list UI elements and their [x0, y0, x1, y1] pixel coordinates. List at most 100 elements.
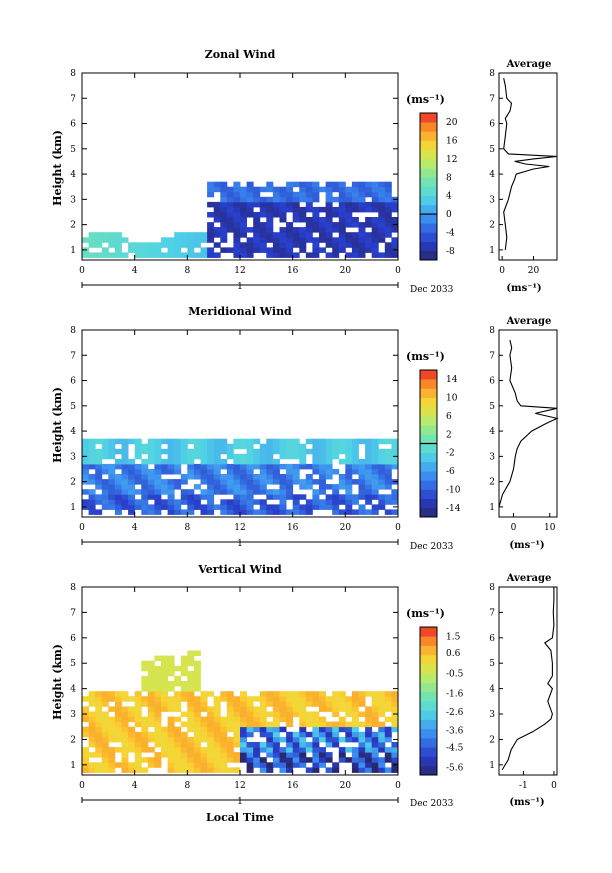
- heatmap-cell: [108, 443, 116, 450]
- heatmap-cell: [134, 711, 142, 717]
- heatmap-cell: [292, 504, 300, 510]
- colorbar-segment: [420, 241, 437, 252]
- y-tick-label: 6: [70, 377, 76, 387]
- heatmap-cell: [272, 247, 280, 253]
- heatmap-cell: [246, 201, 254, 208]
- heatmap-cell: [134, 479, 142, 485]
- heatmap-cell: [279, 212, 287, 218]
- heatmap-cell: [279, 762, 287, 768]
- heatmap-cell: [141, 701, 149, 707]
- heatmap-cell: [266, 443, 274, 450]
- heatmap-cell: [259, 474, 267, 480]
- heatmap-cell: [345, 747, 353, 753]
- heatmap-cell: [147, 716, 155, 723]
- heatmap-cell: [154, 757, 162, 763]
- heatmap-cell: [272, 494, 280, 500]
- heatmap-cell: [220, 438, 228, 445]
- heatmap-cell: [141, 494, 149, 500]
- heatmap-cell: [82, 706, 89, 712]
- y-axis-label: Height (km): [51, 387, 64, 463]
- heatmap-cell: [312, 206, 320, 213]
- heatmap-cell: [180, 453, 188, 460]
- heatmap-cell: [200, 489, 208, 495]
- heatmap-cell: [378, 453, 386, 460]
- heatmap-cell: [193, 711, 201, 717]
- heatmap-cell: [378, 201, 386, 208]
- heatmap-cell: [95, 237, 103, 243]
- x-tick-label: 0: [79, 781, 85, 791]
- heatmap-cell: [141, 696, 149, 702]
- heatmap-cell: [200, 504, 208, 510]
- heatmap-cell: [259, 242, 267, 248]
- heatmap-cell: [332, 448, 340, 455]
- heatmap-cell: [154, 691, 162, 697]
- heatmap-cell: [266, 458, 274, 465]
- heatmap-cell: [391, 201, 399, 208]
- colorbar-segment: [420, 388, 437, 398]
- heatmap-cell: [338, 196, 346, 203]
- heatmap-cell: [246, 499, 254, 505]
- heatmap-cell: [141, 443, 149, 450]
- heatmap-cell: [338, 752, 346, 758]
- colorbar-segment: [420, 471, 437, 481]
- heatmap-cell: [312, 736, 320, 743]
- heatmap-cell: [233, 484, 241, 490]
- heatmap-cell: [246, 696, 254, 702]
- heatmap-cell: [279, 691, 287, 697]
- heatmap-cell: [226, 489, 234, 495]
- heatmap-cell: [279, 509, 287, 515]
- heatmap-cell: [108, 453, 116, 460]
- heatmap-cell: [233, 181, 241, 188]
- heatmap-cell: [279, 752, 287, 758]
- heatmap-cell: [259, 186, 267, 193]
- heatmap-cell: [128, 762, 136, 768]
- heatmap-cell: [180, 237, 188, 243]
- colorbar-tick-label: -2: [446, 449, 455, 459]
- heatmap-cell: [95, 494, 103, 500]
- heatmap-cell: [312, 247, 320, 253]
- heatmap-cell: [299, 504, 307, 510]
- heatmap-cell: [351, 499, 359, 505]
- heatmap-cell: [338, 458, 346, 465]
- heatmap-cell: [226, 716, 234, 723]
- average-y-tick-label: 7: [489, 94, 495, 104]
- heatmap-cell: [351, 479, 359, 485]
- heatmap-cell: [351, 691, 359, 697]
- heatmap-cell: [286, 463, 294, 470]
- heatmap-cell: [134, 463, 142, 470]
- average-title: Average: [506, 573, 552, 584]
- heatmap-cell: [82, 438, 89, 445]
- heatmap-cell: [213, 479, 221, 485]
- heatmap-cell: [345, 484, 353, 490]
- heatmap-cell: [286, 191, 294, 198]
- heatmap-cell: [292, 206, 300, 213]
- heatmap-cell: [240, 711, 247, 717]
- heatmap-cell: [101, 757, 109, 763]
- heatmap-cell: [187, 675, 195, 682]
- heatmap-cell: [154, 504, 162, 510]
- heatmap-cell: [167, 458, 175, 465]
- heatmap-cell: [378, 237, 386, 243]
- heatmap-cell: [141, 484, 149, 490]
- heatmap-cell: [299, 458, 307, 465]
- heatmap-cell: [345, 504, 353, 510]
- heatmap-cell: [233, 206, 241, 213]
- heatmap-cell: [240, 247, 247, 253]
- heatmap-cell: [187, 469, 195, 475]
- average-y-tick-label: 5: [489, 402, 495, 412]
- heatmap-cell: [365, 716, 373, 723]
- heatmap-cell: [312, 181, 320, 188]
- heatmap-cell: [246, 252, 254, 258]
- heatmap-cell: [259, 448, 267, 455]
- heatmap-cell: [345, 443, 353, 450]
- heatmap-cell: [272, 721, 280, 728]
- heatmap-cell: [200, 706, 208, 712]
- heatmap-cell: [180, 747, 188, 753]
- heatmap-cell: [121, 469, 129, 475]
- heatmap-cell: [161, 701, 168, 707]
- heatmap-cell: [266, 726, 274, 733]
- heatmap-cell: [325, 242, 333, 248]
- heatmap-cell: [128, 711, 136, 717]
